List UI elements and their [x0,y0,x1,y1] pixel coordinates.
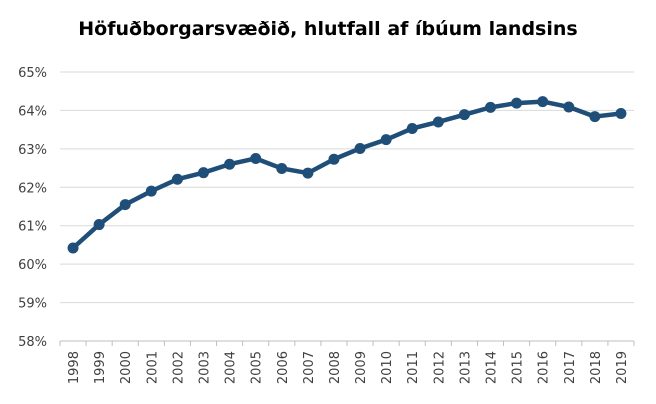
x-tick-label: 2012 [432,351,447,384]
data-point [67,242,79,254]
chart-title: Höfuðborgarsvæðið, hlutfall af íbúum lan… [78,18,578,40]
x-tick-label: 1998 [67,351,82,384]
data-point [537,96,549,108]
data-point [589,111,601,123]
x-tick-label: 2004 [224,351,239,384]
data-point [458,109,470,121]
y-tick-label: 58% [18,335,47,350]
series [67,96,627,254]
x-tick-label: 2019 [615,351,630,384]
x-tick-label: 2008 [328,351,343,384]
data-point [302,167,314,179]
x-tick-label: 2005 [250,351,265,384]
data-point [276,162,288,174]
x-tick-label: 2000 [119,351,134,384]
y-tick-label: 61% [18,220,47,235]
data-point [406,122,418,134]
data-point [432,116,444,128]
x-axis: 1998 1999 2000 2001 2002 2003 2004 2005 2006 2007… [59,341,635,384]
data-point [563,101,575,113]
y-tick-label: 64% [18,104,47,119]
data-point [93,219,105,231]
x-tick-label: 2018 [589,351,604,384]
x-tick-label: 2016 [537,351,552,384]
data-point [328,153,340,165]
x-tick-label: 2013 [458,351,473,384]
x-tick-label: 2015 [511,351,526,384]
data-point [485,101,496,113]
x-tick-label: 2009 [354,351,369,384]
x-tick-label: 2010 [380,351,395,384]
x-tick-label: 2006 [276,351,291,384]
data-point [198,167,209,179]
data-point [224,158,236,170]
data-point [250,152,262,164]
data-point [145,185,157,197]
y-tick-label: 62% [18,181,47,196]
x-tick-label: 2014 [485,351,500,384]
y-tick-label: 65% [18,66,47,81]
data-point [615,108,627,120]
data-point [119,199,131,211]
x-tick-label: 2011 [406,351,421,384]
x-tick-label: 1999 [93,351,108,384]
x-tick-label: 2002 [171,351,186,384]
y-tick-label: 63% [18,143,47,158]
x-tick-label: 2003 [198,351,213,384]
y-tick-label: 59% [18,297,47,312]
x-tick-label: 2007 [302,351,317,384]
data-point [511,97,523,109]
data-point [380,134,392,146]
x-tick-label: 2017 [563,351,578,384]
data-point [354,142,366,154]
y-axis: 58% 59% 60% 61% 62% 63% 64% 65% [18,66,47,350]
data-point [171,173,183,185]
series-line [70,99,624,251]
gridlines [60,71,634,342]
y-tick-label: 60% [18,258,47,273]
x-tick-label: 2001 [145,351,160,384]
